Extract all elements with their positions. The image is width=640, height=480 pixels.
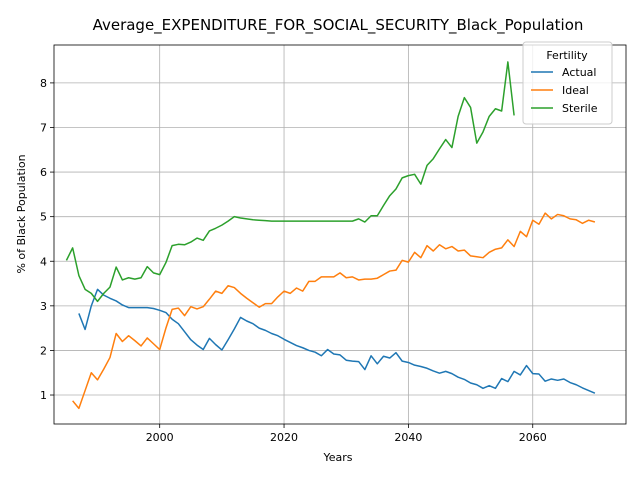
chart-title: Average_EXPENDITURE_FOR_SOCIAL_SECURITY_… — [93, 16, 584, 35]
legend-label-actual: Actual — [562, 66, 596, 79]
y-tick-label: 2 — [40, 344, 47, 357]
legend-label-sterile: Sterile — [562, 102, 598, 115]
y-tick-label: 1 — [40, 389, 47, 402]
x-tick-label: 2060 — [519, 431, 547, 444]
y-tick-label: 4 — [40, 255, 47, 268]
y-tick-label: 6 — [40, 166, 47, 179]
x-tick-label: 2000 — [146, 431, 174, 444]
y-tick-label: 7 — [40, 121, 47, 134]
x-axis-label: Years — [322, 451, 352, 464]
x-tick-label: 2040 — [394, 431, 422, 444]
y-tick-label: 5 — [40, 211, 47, 224]
legend: Fertility Actual Ideal Sterile — [523, 42, 612, 124]
legend-title: Fertility — [546, 49, 588, 62]
legend-label-ideal: Ideal — [562, 84, 589, 97]
y-tick-label: 3 — [40, 300, 47, 313]
y-tick-label: 8 — [40, 77, 47, 90]
y-axis-label: % of Black Population — [15, 154, 28, 273]
x-tick-label: 2020 — [270, 431, 298, 444]
